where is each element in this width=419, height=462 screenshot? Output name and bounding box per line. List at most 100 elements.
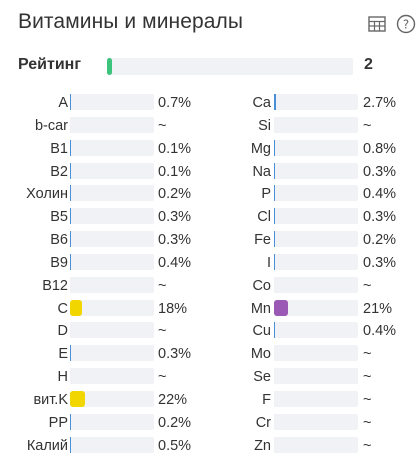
nutrient-bar-track	[70, 413, 154, 430]
nutrient-label: B5	[50, 209, 68, 226]
nutrient-value: 0.4%	[363, 323, 397, 340]
nutrient-bar-track	[274, 368, 358, 385]
nutrient-label: Калий	[26, 437, 68, 454]
nutrient-bar-fill	[70, 231, 71, 248]
nutrient-bar-fill	[70, 276, 71, 293]
nutrient-bar-track	[274, 139, 358, 156]
nutrient-bar-track	[70, 299, 154, 316]
nutrient-value: 0.5%	[158, 437, 192, 454]
nutrient-bar-fill	[274, 413, 275, 430]
nutrient-bar-fill	[70, 299, 82, 316]
nutrient-value: 22%	[158, 391, 188, 408]
nutrient-value: ~	[363, 437, 372, 454]
page-title: Витамины и минералы	[18, 10, 244, 33]
nutrient-bar-fill	[274, 139, 275, 156]
nutrient-bar-fill	[274, 345, 275, 362]
nutrient-value: ~	[363, 391, 372, 408]
nutrient-bar-fill	[274, 185, 275, 202]
nutrient-label: Холин	[26, 186, 68, 203]
nutrient-label: Cl	[257, 209, 271, 226]
nutrient-bar-track	[274, 185, 358, 202]
nutrient-value: 0.3%	[158, 232, 192, 249]
help-icon[interactable]: ?	[396, 14, 416, 34]
nutrient-label: E	[58, 346, 68, 363]
nutrient-bar-fill	[274, 276, 275, 293]
nutrient-value: ~	[363, 346, 372, 363]
nutrient-label: Ca	[252, 95, 271, 111]
nutrient-value: ~	[158, 369, 167, 386]
nutrient-bar-track	[70, 390, 154, 407]
nutrient-bar-track	[274, 345, 358, 362]
nutrient-bar-fill	[274, 94, 276, 110]
nutrient-bar-track	[70, 139, 154, 156]
nutrient-bar-fill	[70, 139, 71, 156]
nutrient-bar-fill	[70, 390, 85, 407]
rating-bar-fill	[107, 58, 112, 75]
nutrient-bar-fill	[70, 253, 71, 270]
nutrient-value: 2.7%	[363, 95, 397, 111]
nutrient-value: ~	[363, 414, 372, 431]
nutrient-label: B9	[50, 254, 68, 271]
rating-label: Рейтинг	[18, 56, 82, 73]
nutrient-value: 21%	[363, 300, 393, 317]
nutrient-bar-fill	[70, 368, 71, 385]
nutrient-bar-track	[274, 162, 358, 179]
nutrient-label: I	[266, 254, 271, 271]
nutrient-value: 0.7%	[158, 95, 192, 111]
nutrient-label: Fe	[254, 232, 271, 249]
nutrient-value: 0.1%	[158, 140, 192, 157]
nutrient-bar-track	[274, 116, 358, 133]
nutrient-label: Co	[252, 277, 271, 294]
nutrient-label: Si	[258, 117, 271, 134]
nutrient-bar-track	[274, 322, 358, 339]
nutrient-value: ~	[158, 277, 167, 294]
nutrient-value: ~	[363, 277, 372, 294]
nutrient-bar-track	[274, 94, 358, 110]
nutrient-bar-fill	[274, 162, 275, 179]
rating-bar-track	[107, 58, 353, 75]
nutrient-bar-fill	[70, 345, 71, 362]
nutrient-label: B1	[50, 140, 68, 157]
nutrient-bar-track	[70, 162, 154, 179]
nutrient-label: F	[262, 391, 271, 408]
nutrient-bar-track	[70, 185, 154, 202]
svg-text:?: ?	[403, 18, 409, 32]
nutrient-value: 0.2%	[158, 414, 192, 431]
nutrient-bar-fill	[70, 185, 71, 202]
nutrient-bar-track	[70, 116, 154, 133]
nutrient-bar-fill	[274, 231, 275, 248]
nutrient-bar-fill	[274, 299, 288, 316]
nutrient-value: ~	[158, 117, 167, 134]
nutrient-value: 0.4%	[363, 186, 397, 203]
nutrient-label: вит.K	[33, 391, 68, 408]
nutrient-bar-fill	[70, 94, 71, 110]
nutrient-label: Mo	[250, 346, 271, 363]
nutrient-bar-track	[274, 436, 358, 453]
nutrient-label: Mn	[250, 300, 271, 317]
nutrient-bar-track	[70, 253, 154, 270]
nutrient-label: B2	[50, 163, 68, 180]
nutrient-label: B6	[50, 232, 68, 249]
nutrient-bar-fill	[274, 436, 275, 453]
nutrient-bar-track	[274, 299, 358, 316]
nutrient-bar-track	[70, 208, 154, 225]
nutrient-value: 0.3%	[363, 209, 397, 226]
nutrient-value: 0.4%	[158, 254, 192, 271]
nutrient-bar-track	[70, 436, 154, 453]
nutrient-bar-track	[70, 322, 154, 339]
table-icon[interactable]	[368, 16, 386, 32]
nutrient-bar-fill	[70, 208, 71, 225]
nutrient-value: ~	[363, 117, 372, 134]
nutrient-bar-fill	[274, 253, 275, 270]
nutrient-label: H	[57, 369, 68, 386]
nutrient-bar-fill	[70, 436, 71, 453]
nutrient-bar-track	[70, 94, 154, 110]
nutrient-bar-track	[70, 276, 154, 293]
nutrient-bar-fill	[274, 116, 275, 133]
nutrient-bar-track	[274, 253, 358, 270]
nutrient-bar-fill	[274, 208, 275, 225]
nutrient-value: 0.2%	[363, 232, 397, 249]
nutrient-label: A	[58, 95, 68, 111]
nutrient-label: D	[57, 323, 68, 340]
nutrient-label: Se	[253, 369, 271, 386]
